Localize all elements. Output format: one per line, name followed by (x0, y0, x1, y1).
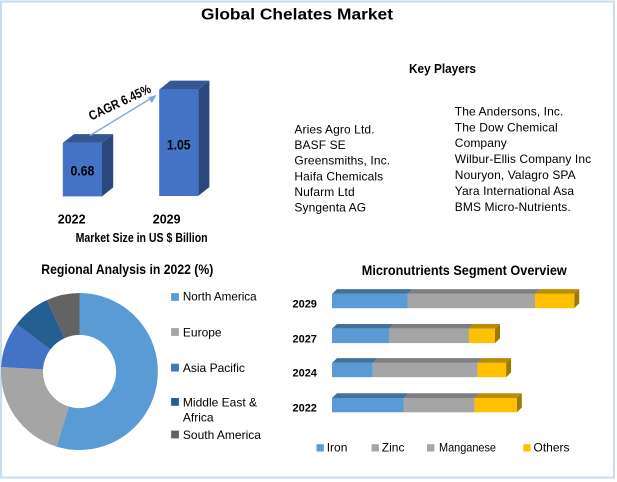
svg-text:1.05: 1.05 (167, 137, 191, 153)
svg-text:The Andersons, Inc.: The Andersons, Inc. (455, 104, 564, 118)
svg-text:Syngenta AG: Syngenta AG (294, 201, 366, 215)
svg-text:Regional Analysis in 2022 (%): Regional Analysis in 2022 (%) (41, 262, 213, 277)
svg-text:Others: Others (534, 440, 570, 454)
svg-text:Company: Company (455, 136, 507, 150)
svg-text:The Dow Chemical: The Dow Chemical (455, 120, 558, 134)
svg-text:Yara International Asa: Yara International Asa (455, 184, 575, 198)
svg-text:BASF SE: BASF SE (294, 138, 345, 152)
svg-text:Nouryon, Valagro SPA: Nouryon, Valagro SPA (455, 168, 576, 182)
svg-text:Haifa Chemicals: Haifa Chemicals (294, 169, 383, 183)
svg-text:Wilbur-Ellis Company Inc: Wilbur-Ellis Company Inc (455, 152, 591, 166)
svg-text:South America: South America (183, 428, 261, 442)
svg-text:Iron: Iron (327, 440, 348, 454)
svg-text:Aries Agro Ltd.: Aries Agro Ltd. (294, 123, 374, 137)
svg-text:Africa: Africa (183, 411, 214, 425)
svg-text:2029: 2029 (292, 299, 316, 311)
svg-text:2022: 2022 (58, 212, 86, 226)
svg-text:Micronutrients Segment Overvie: Micronutrients Segment Overview (362, 263, 567, 278)
svg-text:Zinc: Zinc (382, 440, 405, 454)
svg-text:Key Players: Key Players (409, 61, 476, 76)
svg-text:BMS Micro-Nutrients.: BMS Micro-Nutrients. (455, 200, 571, 214)
svg-text:2022: 2022 (292, 403, 316, 415)
svg-text:Greensmiths, Inc.: Greensmiths, Inc. (294, 154, 390, 168)
svg-text:Global Chelates Market: Global Chelates Market (201, 7, 394, 24)
svg-text:Nufarm Ltd: Nufarm Ltd (294, 185, 354, 199)
svg-text:Middle East &: Middle East & (183, 395, 257, 409)
svg-text:North America: North America (183, 290, 257, 304)
svg-text:2024: 2024 (292, 368, 317, 380)
svg-text:0.68: 0.68 (71, 163, 95, 179)
svg-text:2027: 2027 (292, 333, 316, 345)
svg-text:Asia Pacific: Asia Pacific (183, 361, 245, 375)
svg-text:2029: 2029 (153, 212, 181, 226)
svg-text:Market Size in US $ Billion: Market Size in US $ Billion (76, 230, 208, 245)
svg-text:Europe: Europe (183, 326, 222, 340)
svg-text:Manganese: Manganese (439, 440, 496, 454)
